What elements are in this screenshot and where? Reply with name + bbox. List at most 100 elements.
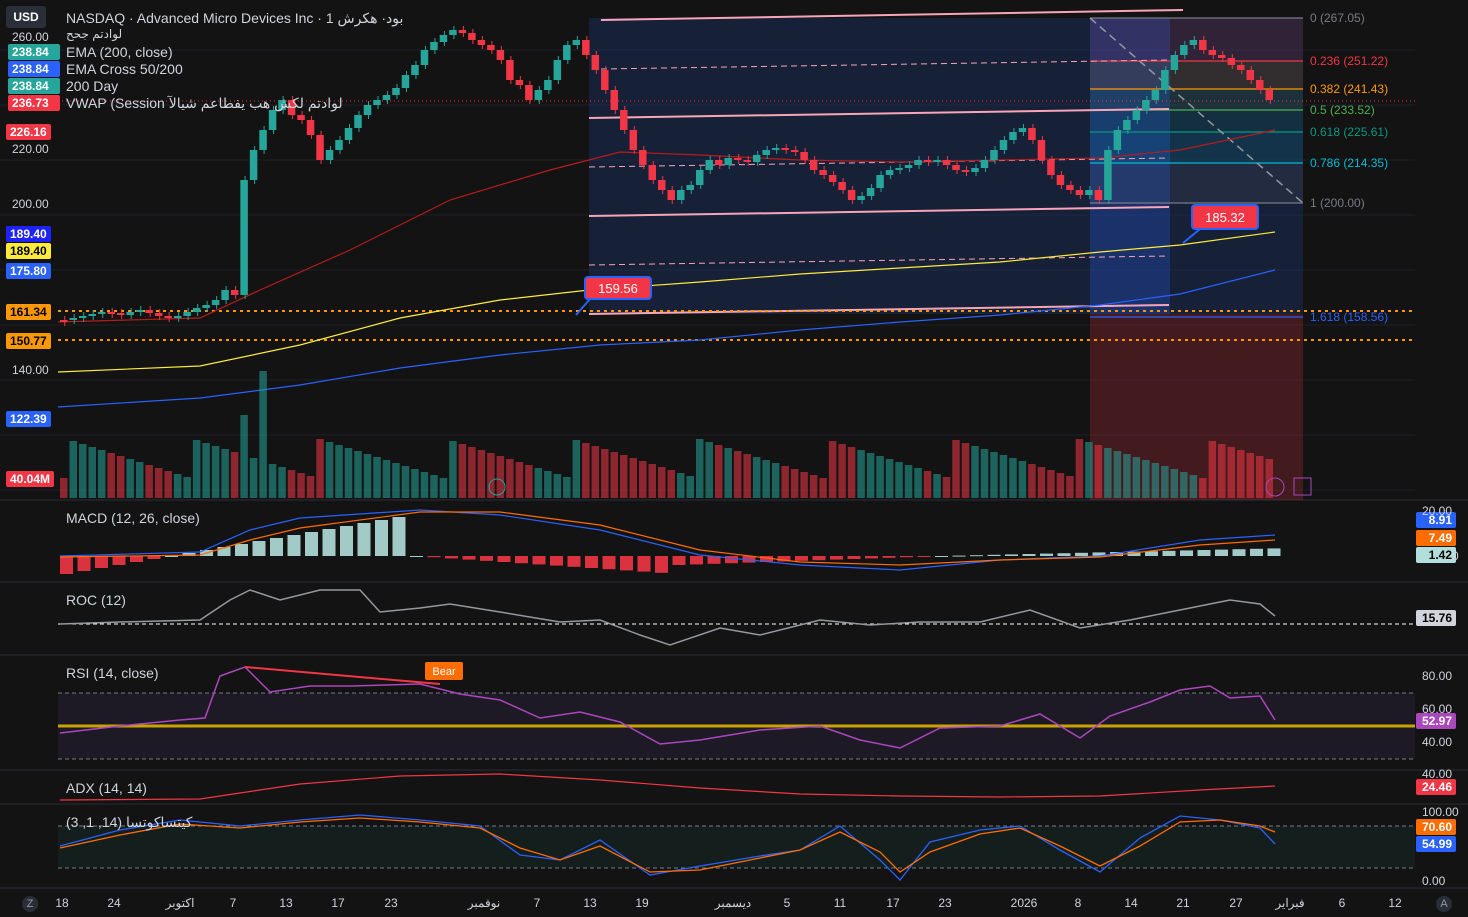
price-axis-tag: 226.16	[6, 124, 51, 140]
candle	[278, 100, 286, 110]
volume-bar	[392, 463, 400, 498]
indicator-value-tag: 24.46	[1416, 779, 1456, 795]
auto-scale-icon[interactable]: A	[1436, 896, 1452, 912]
candle	[1237, 65, 1245, 70]
candle	[610, 90, 619, 110]
candle	[259, 130, 267, 150]
macd-histogram-bar	[165, 556, 178, 557]
symbol-title: NASDAQ · Advanced Micro Devices Inc · 1 …	[66, 10, 404, 26]
dividend-icon	[1265, 477, 1285, 497]
macd-histogram-bar	[655, 556, 668, 573]
macd-histogram-bar	[952, 555, 966, 557]
candle	[838, 182, 846, 190]
candle	[525, 85, 533, 100]
macd-histogram-bar	[270, 538, 283, 556]
volume-bar	[733, 451, 742, 498]
volume-bar	[259, 371, 267, 498]
time-tick-label: 5	[784, 896, 791, 910]
volume-bar	[515, 462, 524, 498]
fib-band	[1090, 132, 1303, 163]
study-label[interactable]: EMA Cross 50/200	[66, 61, 183, 77]
volume-bar	[164, 471, 172, 498]
roc-line	[59, 589, 1276, 646]
volume-bar	[1170, 469, 1179, 498]
volume-bar	[1151, 463, 1160, 498]
macd-histogram-bar	[445, 556, 458, 559]
macd-histogram-bar	[77, 556, 91, 571]
candle	[69, 318, 77, 320]
volume-bar	[629, 458, 638, 498]
macd-histogram-bar	[847, 556, 861, 559]
volume-bar	[154, 468, 163, 498]
callout-box	[584, 276, 652, 300]
fib-band	[1090, 163, 1303, 203]
volume-bar	[88, 447, 96, 498]
macd-histogram-bar	[585, 556, 598, 568]
candle	[544, 80, 552, 90]
macd-histogram-bar	[480, 556, 493, 561]
candle	[629, 130, 638, 150]
rsi-title[interactable]: RSI (14, close)	[66, 665, 159, 681]
volume-bar	[420, 472, 429, 498]
candle	[695, 170, 704, 185]
roc-title[interactable]: ROC (12)	[66, 592, 126, 608]
macd-histogram-bar	[1127, 551, 1141, 556]
study-label[interactable]: EMA (200, close)	[66, 44, 173, 60]
volume-bar	[287, 470, 296, 498]
adx-title[interactable]: ADX (14, 14)	[66, 780, 147, 796]
volume-bar	[249, 458, 258, 498]
candle	[1246, 70, 1255, 80]
time-tick-label: 19	[635, 896, 649, 910]
candle	[1189, 40, 1198, 45]
candle	[173, 316, 182, 318]
volume-bar	[78, 444, 87, 498]
candle	[828, 175, 837, 182]
currency-button[interactable]: USD	[6, 6, 46, 28]
volume-bar	[1123, 454, 1131, 498]
study-label[interactable]: VWAP (Session لوادتم لکش هب یفطاعم شیالآ	[66, 95, 343, 111]
volume-bar	[126, 459, 134, 498]
fib-label: 0 (267.05)	[1310, 11, 1365, 25]
volume-bar	[686, 476, 694, 498]
volume-bar	[553, 474, 562, 498]
macd-histogram-bar	[357, 523, 371, 556]
volume-bar	[705, 442, 713, 498]
candle	[401, 75, 410, 88]
candle	[420, 50, 429, 65]
candle	[733, 158, 742, 160]
macd-histogram-bar	[567, 556, 581, 567]
volume-bar	[221, 449, 229, 498]
study-label[interactable]: 200 Day	[66, 78, 119, 94]
volume-bar	[923, 471, 932, 498]
volume-bar	[268, 464, 277, 498]
volume-bar	[676, 473, 685, 498]
macd-histogram-bar	[550, 556, 563, 566]
zoom-reset-icon[interactable]: Z	[22, 896, 38, 912]
volume-bar	[211, 446, 220, 498]
study-value-tag: 236.73	[8, 95, 60, 111]
stoch-title[interactable]: کیتساکوتسا (14, 1, 3)	[66, 814, 193, 830]
callout-label: 185.32	[1205, 210, 1245, 225]
candle	[316, 135, 324, 160]
candle	[771, 148, 780, 150]
candle	[268, 110, 277, 130]
candle	[933, 160, 941, 162]
candle	[306, 120, 315, 135]
candle	[487, 45, 495, 50]
volume-bar	[230, 452, 239, 498]
volume-bar	[1161, 466, 1169, 498]
volume-bar	[952, 440, 960, 498]
stoch-d-line	[59, 817, 1276, 873]
volume-bar	[885, 459, 894, 498]
price-tick-label: 200.00	[12, 197, 49, 211]
macd-histogram-bar	[217, 547, 231, 556]
volume-bar	[1265, 459, 1273, 498]
candle	[240, 180, 248, 295]
volume-bar	[876, 456, 884, 498]
candle	[639, 150, 647, 165]
volume-bar	[183, 477, 191, 498]
volume-bar	[316, 439, 324, 498]
macd-title[interactable]: MACD (12, 26, close)	[66, 510, 200, 526]
adx-line	[59, 773, 1276, 801]
